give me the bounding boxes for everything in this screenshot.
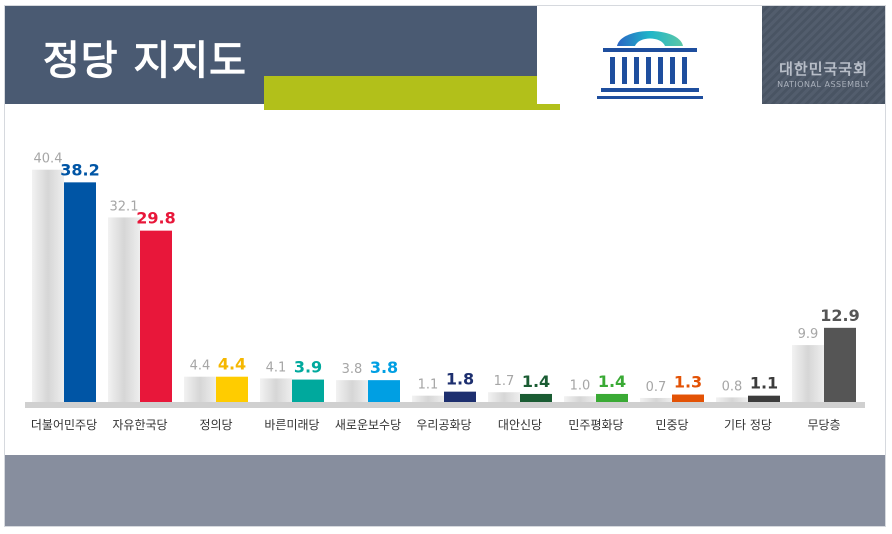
category-label: 정의당 xyxy=(199,418,232,432)
assembly-logo-panel xyxy=(537,6,761,104)
data-label-previous: 1.7 xyxy=(494,374,515,389)
bar-previous xyxy=(716,397,748,402)
page-title: 정당 지지도 xyxy=(43,38,247,84)
category-label: 기타 정당 xyxy=(724,418,772,432)
bar-previous xyxy=(640,397,672,402)
data-label-current: 1.4 xyxy=(598,372,626,391)
bar-previous xyxy=(412,395,444,402)
chart-baseline xyxy=(25,402,865,408)
data-label-current: 29.8 xyxy=(136,209,175,228)
data-label-previous: 1.1 xyxy=(418,378,439,393)
assembly-name-en: NATIONAL ASSEMBLY xyxy=(777,80,870,89)
bar-previous xyxy=(32,169,64,402)
category-label: 새로운보수당 xyxy=(335,418,401,432)
data-label-current: 1.3 xyxy=(674,373,702,392)
data-label-current: 4.4 xyxy=(218,355,246,374)
bar-chart: 40.438.2 더불어민주당 32.129.8 자유한국당 4.4 4.4 정의당 4.1 3… xyxy=(25,152,865,432)
bar-previous xyxy=(108,217,140,402)
bar-current xyxy=(368,380,400,402)
chart-frame: 정당 지지도 xyxy=(5,6,885,526)
category-label: 민중당 xyxy=(655,418,688,432)
bar-previous xyxy=(336,380,368,402)
bar-previous xyxy=(260,378,292,402)
data-label-current: 3.9 xyxy=(294,358,322,377)
data-label-current: 38.2 xyxy=(60,160,99,179)
bar-current xyxy=(596,393,628,402)
bar-current xyxy=(444,391,476,402)
data-label-previous: 32.1 xyxy=(110,199,139,214)
bar-current xyxy=(292,379,324,402)
chart-area: 40.4 38.2 더불어민주당 32.1 29.8 자유한국당 4.4 4.4 정의당 4.1 3… xyxy=(5,106,885,446)
data-label-previous: 0.7 xyxy=(646,380,667,395)
footer-band xyxy=(5,455,885,526)
data-label-previous: 1.0 xyxy=(570,378,591,393)
accent-bar xyxy=(264,76,560,110)
data-label-current: 1.4 xyxy=(522,372,550,391)
data-label-previous: 4.4 xyxy=(190,359,211,374)
bar-previous xyxy=(488,392,520,402)
data-label-previous: 40.4 xyxy=(34,152,63,167)
data-label-previous: 4.1 xyxy=(266,360,287,375)
category-label: 무당층 xyxy=(807,418,840,432)
bar-current xyxy=(824,327,856,402)
bar-current xyxy=(520,393,552,402)
data-label-previous: 3.8 xyxy=(342,362,363,377)
bar-previous xyxy=(792,345,824,402)
badge-texture xyxy=(762,6,885,104)
bar-current xyxy=(216,376,248,402)
data-label-current: 1.8 xyxy=(446,370,474,389)
bar-previous xyxy=(564,396,596,402)
data-label-current: 3.8 xyxy=(370,358,398,377)
assembly-name-ko: 대한민국국회 xyxy=(779,60,868,78)
bar-previous xyxy=(184,376,216,402)
category-label: 민주평화당 xyxy=(568,418,623,432)
data-label-current: 1.1 xyxy=(750,374,778,393)
category-label: 자유한국당 xyxy=(112,418,167,432)
bar-current xyxy=(140,230,172,402)
national-assembly-badge: 대한민국국회 NATIONAL ASSEMBLY xyxy=(762,6,885,104)
category-label: 대안신당 xyxy=(498,418,542,432)
data-label-previous: 9.9 xyxy=(798,327,819,342)
data-label-current: 12.9 xyxy=(820,306,859,325)
bar-current xyxy=(672,394,704,402)
category-label: 바른미래당 xyxy=(264,418,319,432)
category-label: 우리공화당 xyxy=(416,418,471,432)
category-label: 더불어민주당 xyxy=(31,418,97,432)
bar-current xyxy=(748,395,780,402)
data-label-previous: 0.8 xyxy=(722,379,743,394)
bar-current xyxy=(64,182,96,402)
national-assembly-building-icon xyxy=(597,31,703,99)
